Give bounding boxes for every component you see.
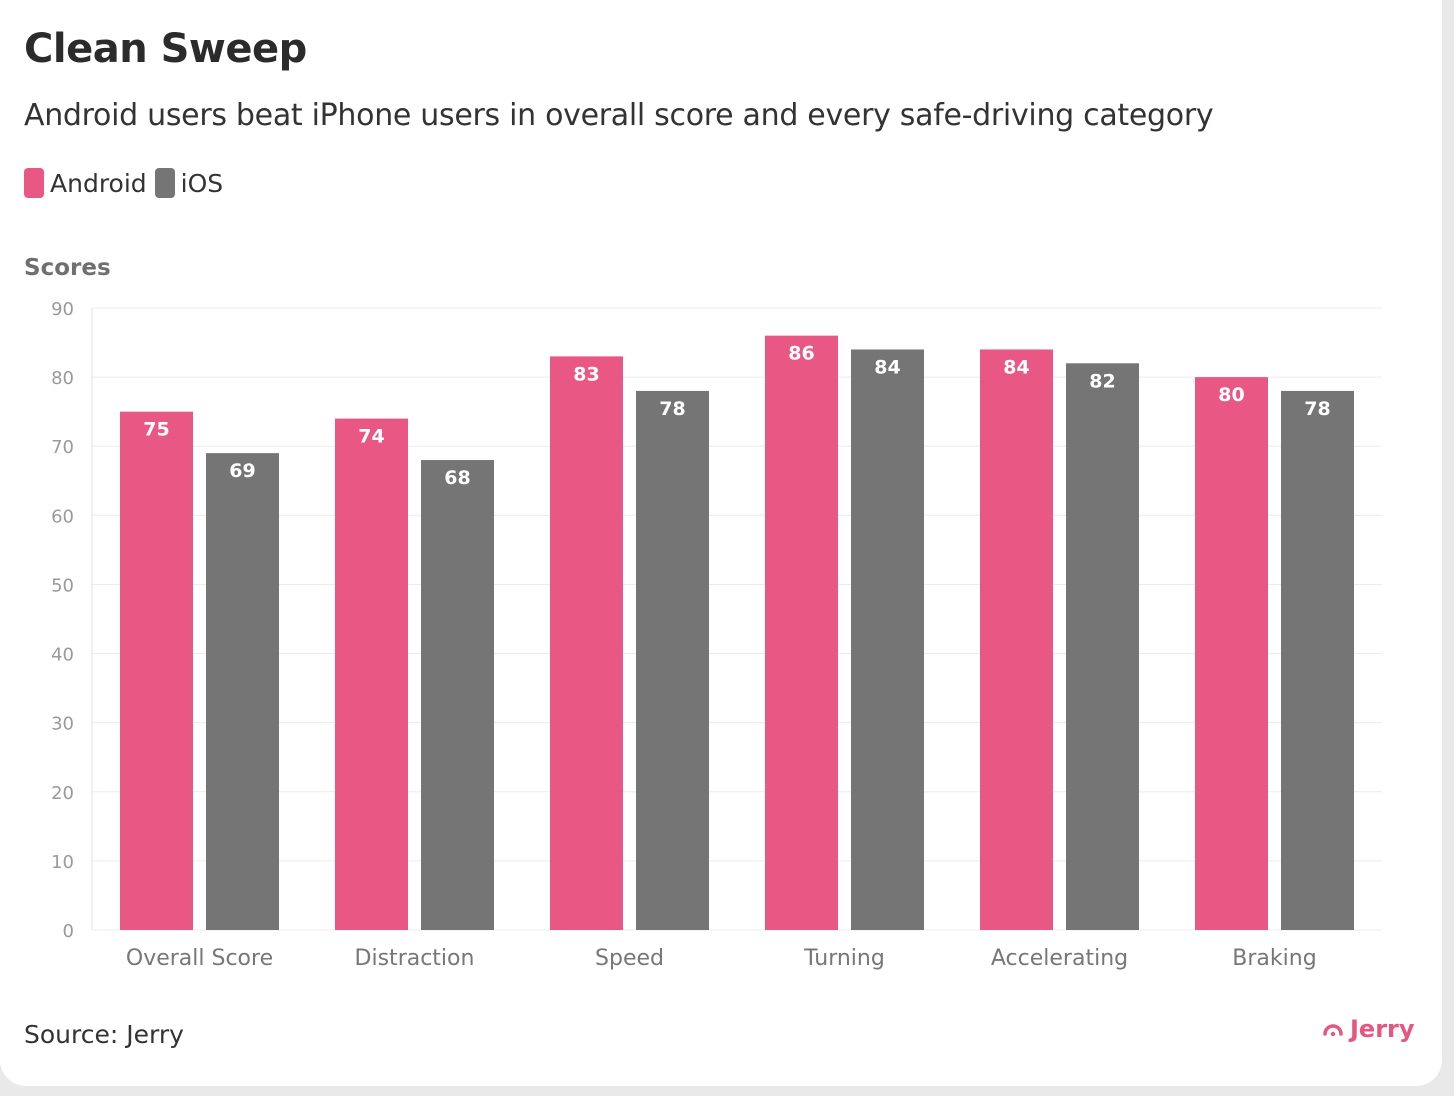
chart-title: Clean Sweep xyxy=(24,26,307,72)
data-label: 82 xyxy=(1089,370,1115,392)
legend-label-ios: iOS xyxy=(180,168,224,198)
y-tick-label: 10 xyxy=(51,852,74,873)
legend-swatch-android xyxy=(24,168,44,198)
y-tick-label: 70 xyxy=(51,437,74,458)
chart-subtitle: Android users beat iPhone users in overa… xyxy=(24,98,1214,133)
bar-android xyxy=(765,335,838,931)
bar-android xyxy=(980,349,1053,930)
data-label: 75 xyxy=(143,419,169,441)
legend-swatch-ios xyxy=(154,168,175,198)
y-tick-label: 50 xyxy=(51,575,74,596)
source-note: Source: Jerry xyxy=(24,1020,184,1049)
data-label: 68 xyxy=(444,467,470,489)
bar-ios xyxy=(206,453,279,930)
bar-ios xyxy=(1281,390,1354,930)
bar-ios xyxy=(851,349,924,930)
x-tick-label: Braking xyxy=(1232,946,1316,971)
y-axis-title: Scores xyxy=(24,255,111,281)
x-tick-label: Distraction xyxy=(355,946,475,971)
bar-android xyxy=(1195,377,1268,931)
bar-chart: 0 10 20 30 40 50 60 70 80 90 75 69 Overall Score 74 68… xyxy=(51,299,1382,971)
x-tick-label: Accelerating xyxy=(991,946,1128,971)
data-label: 86 xyxy=(788,343,814,365)
bar-ios xyxy=(636,390,709,930)
data-label: 69 xyxy=(229,460,255,482)
bar-android xyxy=(335,418,408,930)
legend-item-android[interactable]: Android xyxy=(24,168,147,198)
data-label: 83 xyxy=(573,363,599,385)
y-tick-label: 60 xyxy=(51,506,74,527)
data-label: 84 xyxy=(1003,356,1029,378)
x-tick-label: Overall Score xyxy=(126,946,273,971)
bar-android xyxy=(120,411,193,931)
brand-name: Jerry xyxy=(1350,1015,1415,1043)
bar-android xyxy=(550,356,623,930)
data-label: 84 xyxy=(874,356,900,378)
bar-ios xyxy=(1066,363,1139,930)
y-tick-label: 30 xyxy=(51,714,74,735)
bar-ios xyxy=(421,460,494,930)
y-tick-label: 0 xyxy=(63,921,74,942)
y-tick-label: 80 xyxy=(51,368,74,389)
brand-logo: Jerry xyxy=(1322,1015,1415,1043)
y-tick-label: 90 xyxy=(51,299,74,320)
x-tick-label: Speed xyxy=(595,946,664,971)
y-tick-label: 40 xyxy=(51,645,74,666)
data-label: 74 xyxy=(358,426,384,448)
x-tick-label: Turning xyxy=(803,946,885,971)
legend-label-android: Android xyxy=(50,168,147,198)
data-label: 78 xyxy=(1304,398,1330,420)
jerry-logo-icon xyxy=(1322,1015,1344,1043)
data-label: 80 xyxy=(1218,384,1244,406)
y-tick-label: 20 xyxy=(51,783,74,804)
legend-item-ios[interactable]: iOS xyxy=(154,168,224,198)
data-label: 78 xyxy=(659,398,685,420)
legend: Android iOS xyxy=(24,168,231,198)
